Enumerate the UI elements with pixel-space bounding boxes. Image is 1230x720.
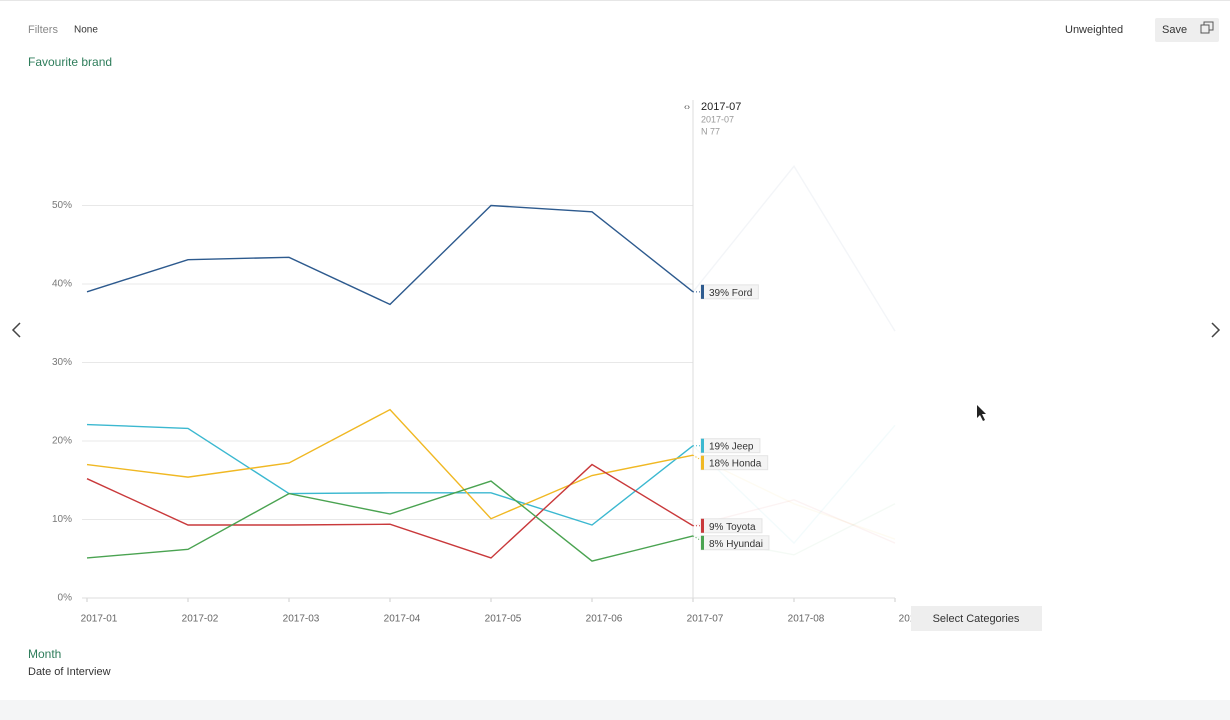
series-name: Hyundai [726, 538, 763, 549]
select-categories-button[interactable] [911, 606, 1042, 631]
value-label: 8% [709, 538, 724, 549]
end-label: 8% Hyundai [700, 535, 770, 551]
end-label: 39% Ford [700, 284, 759, 300]
y-tick-label: 40% [52, 279, 72, 290]
end-label-text: 9% Toyota [709, 521, 756, 532]
plot: 0% 10% 20% 30% 40% 50% 2017-01 2017-02 2017-03 20… [52, 100, 916, 625]
tooltip-arrows: ‹› [684, 101, 690, 111]
y-tick-label: 50% [52, 200, 72, 211]
x-tick-label: 201 [899, 614, 916, 625]
footer-bar [0, 700, 1230, 720]
end-label: 9% Toyota [700, 518, 763, 534]
y-tick-label: 10% [52, 514, 72, 525]
x-tick-label: 2017-02 [182, 614, 219, 625]
tooltip-n: N 77 [701, 126, 720, 136]
y-tick-label: 20% [52, 436, 72, 447]
save-label[interactable]: Save [1162, 24, 1187, 36]
end-label-swatch [701, 438, 704, 453]
end-label-swatch [701, 284, 704, 299]
filters-value[interactable]: None [74, 25, 98, 36]
series-name: Honda [732, 458, 762, 469]
y-tick-label: 30% [52, 357, 72, 368]
x-tick-label: 2017-06 [586, 614, 623, 625]
end-label-text: 39% Ford [709, 287, 752, 298]
save-button[interactable] [1155, 18, 1219, 42]
tooltip-title: 2017-07 [701, 101, 741, 113]
x-tick-label: 2017-07 [687, 614, 724, 625]
next-arrow[interactable] [1211, 322, 1221, 338]
end-label-text: 18% Honda [709, 458, 762, 469]
end-label-text: 19% Jeep [709, 441, 754, 452]
x-tick-label: 2017-04 [384, 614, 421, 625]
label-connector [692, 535, 706, 544]
series-line [86, 480, 694, 562]
end-label: 18% Honda [700, 455, 769, 471]
axis-subtitle: Date of Interview [28, 666, 111, 678]
series-line-faded [692, 424, 896, 545]
value-label: 18% [709, 458, 729, 469]
end-label-swatch [701, 518, 704, 533]
axis-title: Month [28, 647, 61, 661]
y-tick-label: 0% [58, 593, 73, 604]
value-label: 19% [709, 441, 729, 452]
copy-icon[interactable] [1200, 21, 1214, 34]
end-label-text: 8% Hyundai [709, 538, 763, 549]
series-line [86, 463, 694, 559]
x-tick-label: 2017-05 [485, 614, 522, 625]
weighting[interactable]: Unweighted [1065, 24, 1123, 36]
x-tick-label: 2017-01 [81, 614, 118, 625]
series-name: Ford [732, 287, 753, 298]
series-line-faded [692, 165, 896, 332]
x-tick-label: 2017-08 [788, 614, 825, 625]
prev-arrow[interactable] [11, 322, 21, 338]
cursor [977, 405, 986, 421]
question-title: Favourite brand [28, 55, 112, 69]
x-tick-label: 2017-03 [283, 614, 320, 625]
series-line [86, 423, 694, 526]
series-line-faded [692, 454, 896, 540]
value-label: 9% [709, 521, 724, 532]
series-name: Toyota [726, 521, 756, 532]
end-label-swatch [701, 535, 704, 550]
end-label-swatch [701, 455, 704, 470]
end-label: 19% Jeep [700, 438, 761, 454]
series-line [86, 204, 694, 306]
value-label: 39% [709, 287, 729, 298]
filters-label: Filters [28, 24, 58, 36]
tooltip-subtitle: 2017-07 [701, 114, 734, 124]
select-categories-label[interactable]: Select Categories [933, 613, 1020, 625]
series-name: Jeep [732, 441, 754, 452]
series-line [86, 408, 694, 520]
series-line-faded [692, 499, 896, 544]
